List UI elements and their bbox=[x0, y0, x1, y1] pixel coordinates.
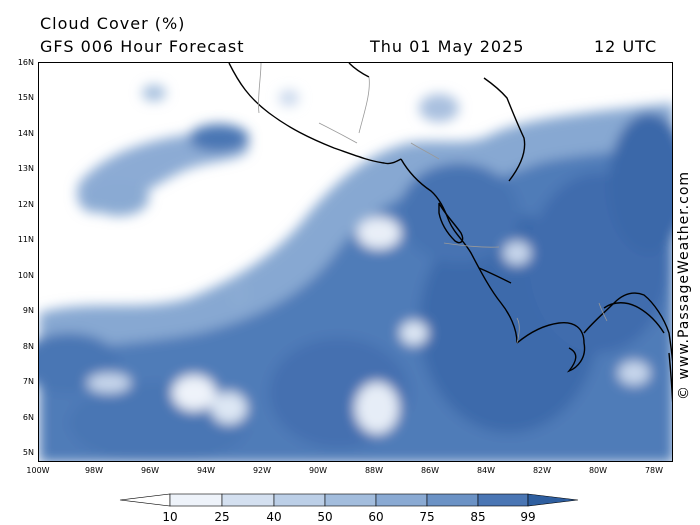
legend-bar bbox=[119, 493, 579, 507]
lon-label: 88W bbox=[364, 466, 384, 475]
coastline bbox=[228, 63, 672, 404]
legend-swatch bbox=[273, 493, 326, 507]
lat-label: 15N bbox=[17, 93, 34, 102]
map-canvas bbox=[39, 63, 672, 461]
cloud-field bbox=[39, 85, 672, 461]
lon-label: 90W bbox=[308, 466, 328, 475]
legend-tick-label: 40 bbox=[266, 510, 282, 524]
legend-tick-label: 99 bbox=[520, 510, 536, 524]
lat-label: 9N bbox=[22, 306, 34, 315]
forecast-date: Thu 01 May 2025 bbox=[370, 37, 525, 56]
legend-swatch bbox=[477, 493, 529, 507]
lon-label: 100W bbox=[26, 466, 50, 475]
legend-tick-label: 10 bbox=[162, 510, 178, 524]
legend-swatch bbox=[221, 493, 275, 507]
lon-label: 86W bbox=[420, 466, 440, 475]
color-legend bbox=[119, 493, 579, 507]
lon-label: 82W bbox=[532, 466, 552, 475]
lat-label: 11N bbox=[17, 235, 34, 244]
legend-swatch bbox=[324, 493, 377, 507]
lat-label: 7N bbox=[22, 377, 34, 386]
lon-label: 98W bbox=[84, 466, 104, 475]
watermark: © www.PassageWeather.com bbox=[676, 170, 692, 400]
cloud-cover-map bbox=[38, 62, 673, 462]
legend-swatch bbox=[426, 493, 479, 507]
legend-swatch bbox=[375, 493, 428, 507]
legend-tick-label: 60 bbox=[368, 510, 384, 524]
lon-label: 94W bbox=[196, 466, 216, 475]
lat-label: 8N bbox=[22, 342, 34, 351]
lat-label: 6N bbox=[22, 413, 34, 422]
lon-label: 78W bbox=[644, 466, 664, 475]
legend-tick-label: 75 bbox=[419, 510, 435, 524]
legend-tick-label: 25 bbox=[214, 510, 230, 524]
lat-label: 5N bbox=[22, 448, 34, 457]
legend-swatch bbox=[169, 493, 223, 507]
lat-label: 14N bbox=[17, 129, 34, 138]
legend-swatch bbox=[527, 493, 579, 507]
lon-label: 80W bbox=[588, 466, 608, 475]
lat-label: 12N bbox=[17, 200, 34, 209]
lon-label: 84W bbox=[476, 466, 496, 475]
legend-tick-label: 50 bbox=[317, 510, 333, 524]
legend-tick-label: 85 bbox=[470, 510, 486, 524]
forecast-time: 12 UTC bbox=[594, 37, 658, 56]
borders bbox=[258, 63, 608, 344]
lat-label: 13N bbox=[17, 164, 34, 173]
lon-label: 96W bbox=[140, 466, 160, 475]
lat-label: 16N bbox=[17, 58, 34, 67]
lat-label: 10N bbox=[17, 271, 34, 280]
map-title: Cloud Cover (%) bbox=[40, 14, 186, 33]
legend-swatch bbox=[119, 493, 171, 507]
lon-label: 92W bbox=[252, 466, 272, 475]
forecast-subtitle: GFS 006 Hour Forecast bbox=[40, 37, 245, 56]
